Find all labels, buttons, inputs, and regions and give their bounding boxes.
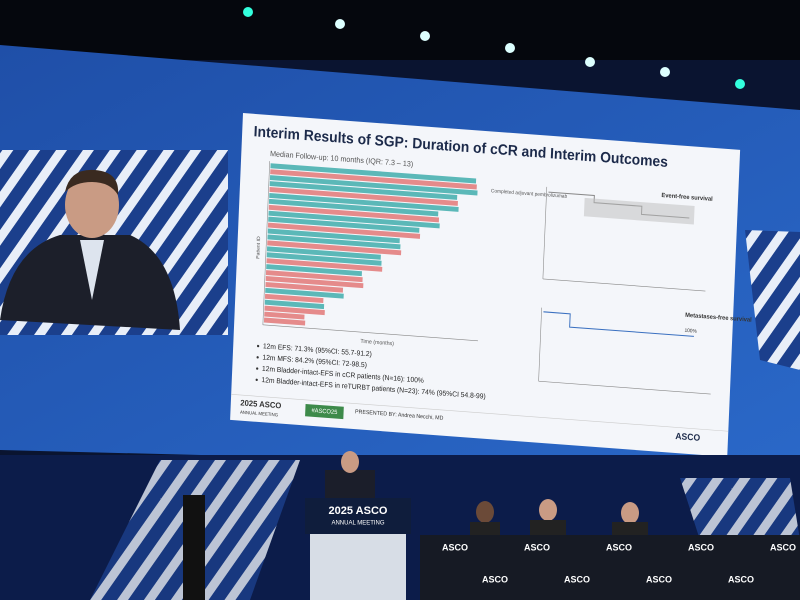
axis (262, 324, 478, 342)
swimmer-bar (268, 210, 440, 229)
swimmer-bar (265, 276, 364, 289)
podium-logo: 2025 ASCO (329, 505, 388, 517)
footer-hashtag: #ASCO25 (311, 408, 338, 416)
camera (183, 495, 205, 600)
swimmer-bar (267, 222, 421, 239)
legend: Completed adjuvant pembrolizumab (491, 188, 568, 200)
speaker-video (0, 169, 180, 330)
podium-meeting: ANNUAL MEETING (331, 521, 384, 527)
mfs-chart: Metastases-free survival 100% (538, 307, 752, 395)
footer-logo: 2025 ASCO (240, 398, 281, 410)
swimmer-bar (268, 216, 420, 233)
podium: 2025 ASCO ANNUAL MEETING (305, 498, 411, 600)
x-axis-label: Time (months) (360, 339, 394, 348)
swimmer-bar (266, 258, 383, 272)
bullet-dot (256, 367, 259, 370)
bullet-dot (256, 344, 260, 348)
swimmer-bar (268, 204, 440, 223)
panelists (470, 499, 648, 540)
side-panel (745, 230, 800, 370)
table-logo: ASCO (688, 542, 714, 552)
table-logo: ASCO (770, 542, 796, 552)
table-logo: ASCO (482, 574, 508, 584)
swimmer-bar (264, 311, 305, 320)
slide-bg (230, 113, 741, 457)
table-logo: ASCO (606, 542, 632, 552)
stage-lights (243, 7, 745, 89)
swimmer-bar (265, 270, 363, 283)
swimmer-bar (269, 187, 458, 206)
bullet-dot (255, 378, 258, 382)
y-axis-label: Patient ID (255, 236, 262, 259)
swimmer-bar (269, 181, 458, 200)
table-logo: ASCO (564, 574, 590, 584)
swimmer-bar (265, 287, 344, 299)
table (420, 535, 800, 600)
swimmer-bar (266, 264, 362, 277)
swimmer-bar (266, 252, 382, 266)
swimmer-bar (264, 293, 324, 304)
table-logo: ASCO (728, 574, 754, 584)
mfs-title: Metastases-free survival (685, 313, 752, 324)
swimmer-bar (268, 198, 439, 217)
swimmer-plot (262, 161, 478, 342)
mfs-label: 100% (684, 328, 697, 335)
efs-title: Event-free survival (661, 193, 713, 203)
swimmer-bar (267, 228, 400, 244)
footer-meeting: ANNUAL MEETING (240, 410, 279, 418)
swimmer-bar (270, 163, 477, 184)
ceiling (0, 0, 800, 60)
swimmer-bar (269, 175, 478, 196)
axis (262, 161, 271, 325)
footer-brand: ASCO (675, 431, 700, 443)
swimmer-bar (264, 299, 325, 310)
swimmer-bar (270, 169, 477, 190)
table-logo: ASCO (646, 574, 672, 584)
table-logo: ASCO (442, 542, 468, 552)
swimmer-bar (263, 317, 306, 326)
bullet-dot (256, 356, 259, 359)
table-logos: ASCOASCOASCOASCOASCOASCOASCOASCOASCOASCO (442, 542, 796, 584)
slide: Interim Results of SGP: Duration of cCR … (230, 113, 752, 457)
swimmer-bar (269, 192, 459, 212)
hashtag-box (305, 403, 344, 420)
efs-chart: Event-free survival (542, 186, 713, 292)
swimmer-bar (266, 246, 381, 260)
swimmer-bar (267, 234, 401, 250)
swimmer-bar (264, 305, 325, 316)
stage-stripes (680, 478, 800, 540)
swimmer-bar (267, 240, 402, 256)
swimmer-bar (265, 281, 344, 293)
table-logo: ASCO (524, 542, 550, 552)
